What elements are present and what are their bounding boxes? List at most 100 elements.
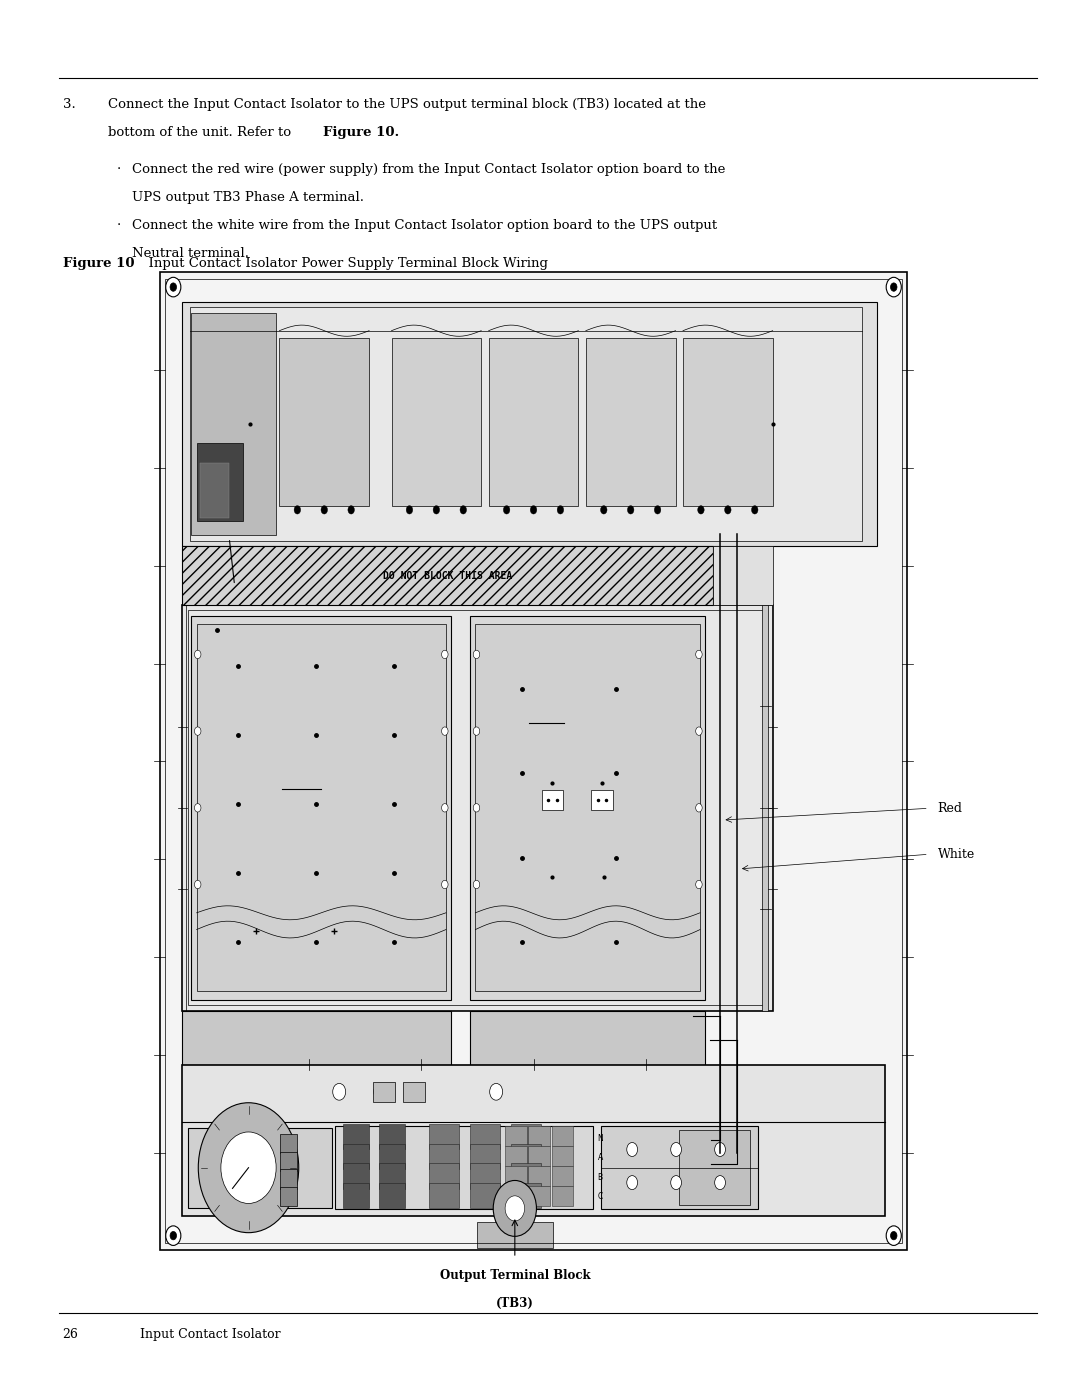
Text: (TB3): (TB3) — [496, 1296, 534, 1310]
Circle shape — [696, 803, 702, 812]
Circle shape — [654, 506, 661, 514]
Circle shape — [194, 880, 201, 888]
Bar — [505, 1126, 527, 1146]
Circle shape — [627, 506, 634, 514]
Text: Input Contact Isolator: Input Contact Isolator — [140, 1327, 281, 1341]
Bar — [600, 1126, 758, 1208]
Circle shape — [715, 1143, 726, 1157]
Circle shape — [433, 506, 440, 514]
Text: 3.: 3. — [63, 98, 76, 110]
Circle shape — [221, 1132, 276, 1203]
Bar — [190, 307, 862, 541]
Bar — [528, 1186, 550, 1206]
Bar — [505, 1147, 527, 1166]
Circle shape — [626, 1143, 637, 1157]
Bar — [429, 1144, 459, 1169]
Bar — [505, 1166, 527, 1186]
Circle shape — [321, 506, 327, 514]
Circle shape — [473, 726, 480, 735]
Circle shape — [442, 650, 448, 658]
Bar — [762, 605, 769, 1011]
Circle shape — [442, 803, 448, 812]
Circle shape — [696, 650, 702, 658]
Circle shape — [374, 1084, 387, 1101]
Bar — [379, 1183, 405, 1208]
Bar — [188, 610, 767, 1006]
Circle shape — [626, 1176, 637, 1190]
Text: A: A — [597, 1154, 603, 1162]
Text: Neutral terminal.: Neutral terminal. — [132, 247, 248, 260]
Circle shape — [671, 1143, 681, 1157]
Text: Red: Red — [937, 802, 962, 814]
Bar — [470, 1183, 500, 1208]
Bar — [379, 1164, 405, 1189]
Circle shape — [671, 1176, 681, 1190]
Circle shape — [696, 880, 702, 888]
Circle shape — [600, 506, 607, 514]
Text: 26: 26 — [63, 1327, 79, 1341]
Bar — [188, 1127, 332, 1207]
Bar — [429, 1164, 459, 1189]
Bar — [713, 546, 772, 605]
Circle shape — [194, 803, 201, 812]
Bar — [591, 791, 612, 810]
Text: C: C — [597, 1192, 603, 1201]
Bar — [280, 1186, 297, 1206]
Bar — [280, 1134, 297, 1154]
Bar — [488, 338, 579, 506]
Bar — [511, 1183, 541, 1208]
Bar — [392, 338, 482, 506]
Bar — [470, 616, 705, 1000]
Bar — [528, 1147, 550, 1166]
Bar — [191, 616, 451, 1000]
Bar — [475, 624, 700, 992]
Text: DO NOT BLOCK THIS AREA: DO NOT BLOCK THIS AREA — [383, 570, 512, 581]
Bar — [379, 1144, 405, 1169]
Circle shape — [891, 1232, 897, 1241]
Text: Connect the Input Contact Isolator to the UPS output terminal block (TB3) locate: Connect the Input Contact Isolator to th… — [108, 98, 706, 110]
Text: Connect the white wire from the Input Contact Isolator option board to the UPS o: Connect the white wire from the Input Co… — [132, 219, 717, 232]
Bar — [160, 272, 907, 1250]
Circle shape — [194, 650, 201, 658]
Bar — [343, 1123, 369, 1148]
Text: UPS output TB3 Phase A terminal.: UPS output TB3 Phase A terminal. — [132, 191, 364, 204]
Bar — [183, 1011, 451, 1065]
Circle shape — [473, 880, 480, 888]
Circle shape — [891, 282, 897, 292]
Circle shape — [494, 1180, 537, 1236]
Bar — [343, 1164, 369, 1189]
Bar — [511, 1144, 541, 1169]
Text: Connect the red wire (power supply) from the Input Contact Isolator option board: Connect the red wire (power supply) from… — [132, 163, 725, 176]
Bar — [183, 302, 877, 546]
Circle shape — [725, 506, 731, 514]
Circle shape — [199, 1102, 299, 1232]
Bar — [183, 1065, 885, 1215]
Bar — [280, 1169, 297, 1189]
Bar — [552, 1166, 573, 1186]
Text: B: B — [597, 1173, 603, 1182]
Bar — [280, 1151, 297, 1171]
Circle shape — [165, 277, 180, 298]
Circle shape — [348, 506, 354, 514]
Text: N: N — [597, 1134, 604, 1143]
Bar — [511, 1164, 541, 1189]
Circle shape — [170, 1232, 176, 1241]
Circle shape — [194, 726, 201, 735]
Bar — [183, 605, 772, 1011]
Circle shape — [442, 880, 448, 888]
Bar — [541, 791, 563, 810]
Circle shape — [473, 650, 480, 658]
Bar — [505, 1186, 527, 1206]
Circle shape — [460, 506, 467, 514]
Bar — [552, 1186, 573, 1206]
Bar — [470, 1144, 500, 1169]
Bar — [191, 313, 275, 535]
Text: Figure 10: Figure 10 — [63, 257, 134, 270]
Bar — [585, 338, 675, 506]
Bar — [343, 1183, 369, 1208]
Bar — [429, 1123, 459, 1148]
Bar — [683, 338, 772, 506]
Circle shape — [887, 1227, 902, 1246]
Circle shape — [752, 506, 758, 514]
Bar — [552, 1147, 573, 1166]
